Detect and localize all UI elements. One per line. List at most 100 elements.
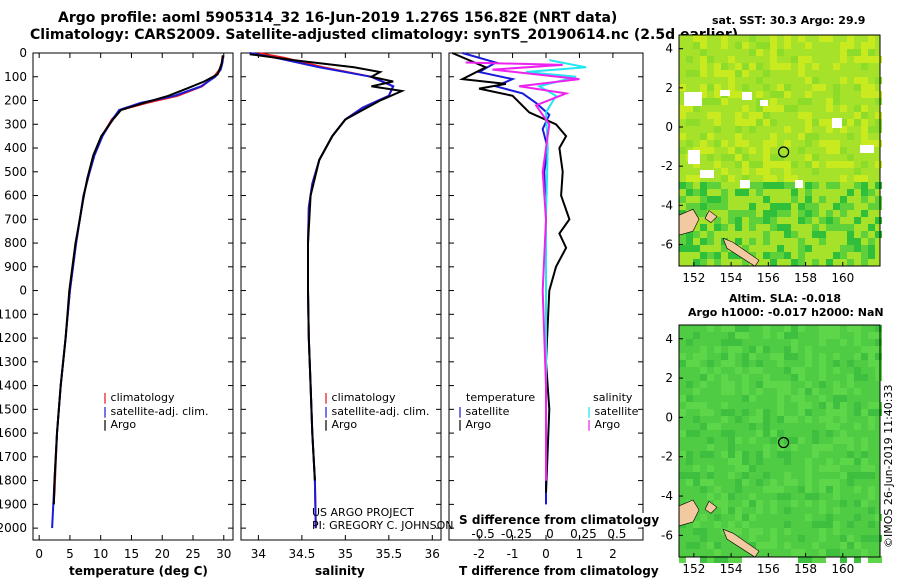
map-cell bbox=[833, 409, 840, 416]
map-cell bbox=[875, 535, 882, 542]
map-cell bbox=[693, 161, 700, 168]
map-cell bbox=[770, 542, 777, 549]
map-cell bbox=[875, 409, 882, 416]
map-cell bbox=[693, 402, 700, 409]
map-cell bbox=[728, 84, 735, 91]
map-cell bbox=[749, 395, 756, 402]
map-cell bbox=[742, 458, 749, 465]
map-cell bbox=[735, 486, 742, 493]
map-cell bbox=[819, 140, 826, 147]
map-cell bbox=[700, 140, 707, 147]
map-cell bbox=[826, 409, 833, 416]
map-cell bbox=[875, 325, 882, 332]
x-tick-label: 25 bbox=[185, 547, 200, 561]
map-cell bbox=[763, 105, 770, 112]
sst-map-panel: 152 154 156 158 160 4 2 0 -2 -4 -6 bbox=[661, 34, 882, 285]
map-cell bbox=[763, 486, 770, 493]
series-line bbox=[525, 59, 587, 481]
map-cell bbox=[777, 224, 784, 231]
map-cell bbox=[749, 500, 756, 507]
map-cell bbox=[763, 168, 770, 175]
map-cell bbox=[791, 416, 798, 423]
map-cell bbox=[777, 245, 784, 252]
map-cell bbox=[861, 140, 868, 147]
map-cell bbox=[826, 423, 833, 430]
map-cell bbox=[700, 238, 707, 245]
map-cell bbox=[749, 423, 756, 430]
map-cell bbox=[805, 486, 812, 493]
map-cell bbox=[756, 346, 763, 353]
map-cell bbox=[707, 154, 714, 161]
map-cell bbox=[714, 514, 721, 521]
map-cell bbox=[763, 182, 770, 189]
map-cell bbox=[777, 252, 784, 259]
map-cell bbox=[693, 353, 700, 360]
map-cell bbox=[770, 35, 777, 42]
map-cell bbox=[756, 98, 763, 105]
map-cell bbox=[819, 381, 826, 388]
map-cell bbox=[700, 203, 707, 210]
map-cell bbox=[812, 231, 819, 238]
map-cell bbox=[707, 472, 714, 479]
map-cell bbox=[763, 140, 770, 147]
map-cell bbox=[805, 556, 812, 563]
map-cell bbox=[742, 353, 749, 360]
map-cell bbox=[798, 374, 805, 381]
x-tick-label: 10 bbox=[93, 547, 108, 561]
map-cell bbox=[735, 147, 742, 154]
map-cell bbox=[686, 56, 693, 63]
map-cell bbox=[854, 500, 861, 507]
map-cell bbox=[875, 360, 882, 367]
legend-item-sat: | satellite-adj. clim. bbox=[324, 404, 430, 418]
map-cell bbox=[784, 168, 791, 175]
map-cell bbox=[735, 189, 742, 196]
map-cell bbox=[770, 535, 777, 542]
map-cell bbox=[728, 381, 735, 388]
map-cell bbox=[805, 189, 812, 196]
map-cell bbox=[742, 451, 749, 458]
map-cell bbox=[735, 112, 742, 119]
map-cell bbox=[728, 493, 735, 500]
map-cell bbox=[868, 472, 875, 479]
map-cell bbox=[707, 360, 714, 367]
map-cell bbox=[798, 133, 805, 140]
map-cell bbox=[693, 472, 700, 479]
temperature-xlabel: temperature (deg C) bbox=[69, 564, 208, 578]
map-cell bbox=[798, 395, 805, 402]
map-cell bbox=[714, 84, 721, 91]
map-cell bbox=[812, 203, 819, 210]
map-cell bbox=[826, 182, 833, 189]
map-cell bbox=[833, 528, 840, 535]
series-line bbox=[51, 55, 225, 529]
map-cell bbox=[819, 549, 826, 556]
map-cell bbox=[847, 189, 854, 196]
map-cell bbox=[756, 388, 763, 395]
map-cell bbox=[742, 325, 749, 332]
map-cell bbox=[875, 353, 882, 360]
map-cell bbox=[693, 175, 700, 182]
map-cell bbox=[840, 472, 847, 479]
sla-map-title-line2: Argo h1000: -0.017 h2000: NaN bbox=[688, 306, 884, 319]
map-cell bbox=[798, 203, 805, 210]
map-cell bbox=[791, 332, 798, 339]
map-cell bbox=[735, 70, 742, 77]
map-cell bbox=[854, 182, 861, 189]
map-cell bbox=[847, 49, 854, 56]
map-cell bbox=[686, 203, 693, 210]
map-cell bbox=[777, 332, 784, 339]
map-cell bbox=[742, 374, 749, 381]
legend-item-sal-sat: | satellite bbox=[587, 404, 639, 418]
map-cell bbox=[777, 381, 784, 388]
map-cell bbox=[700, 423, 707, 430]
map-cell bbox=[735, 217, 742, 224]
map-cell bbox=[861, 353, 868, 360]
map-cell bbox=[812, 210, 819, 217]
map-cell bbox=[868, 140, 875, 147]
series-line bbox=[52, 55, 224, 505]
map-cell bbox=[728, 154, 735, 161]
map-cell bbox=[819, 84, 826, 91]
x-tick-label: 152 bbox=[682, 271, 705, 285]
map-cell bbox=[777, 402, 784, 409]
map-cell bbox=[868, 556, 875, 563]
map-cell bbox=[742, 259, 749, 266]
